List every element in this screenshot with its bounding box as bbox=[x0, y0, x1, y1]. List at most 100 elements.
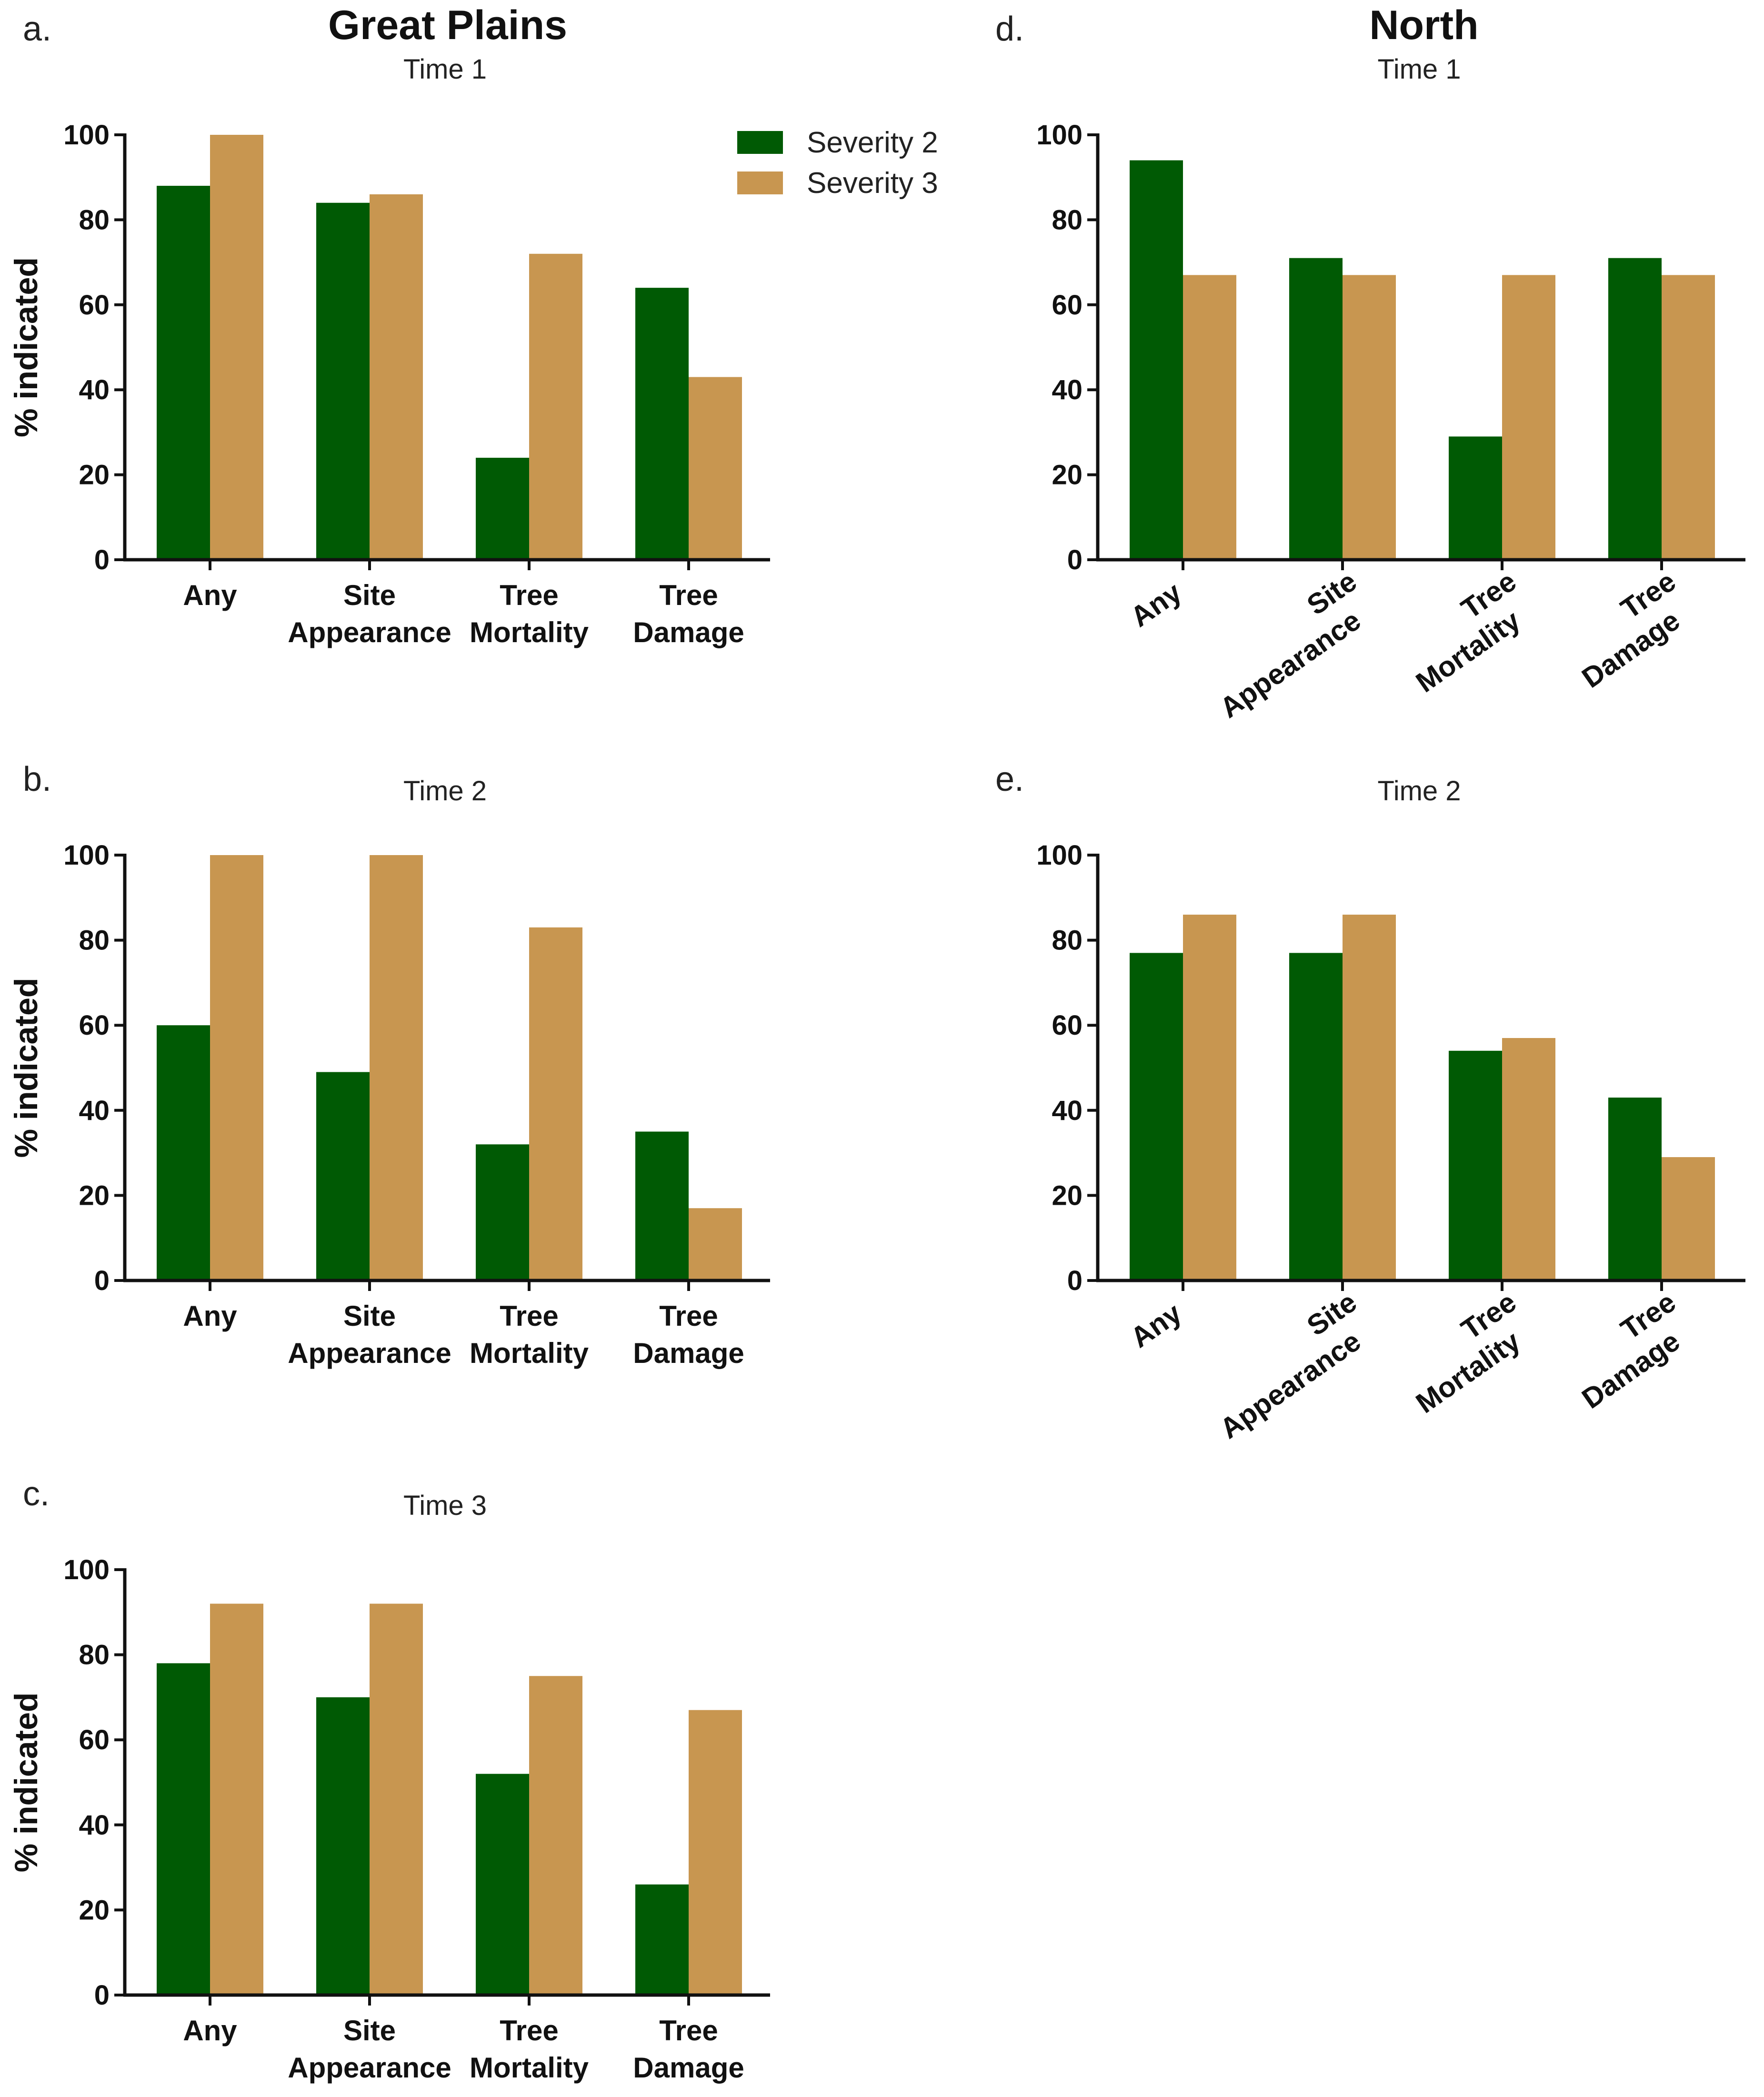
bar-e-severity-3-1 bbox=[1343, 915, 1396, 1280]
x-tick-label-e-2: TreeMortality bbox=[1391, 1286, 1542, 1419]
chart-title-a: Time 1 bbox=[403, 54, 487, 85]
y-tick-label-a-60: 60 bbox=[79, 290, 110, 321]
y-tick-label-c-80: 80 bbox=[79, 1640, 110, 1671]
bar-a-severity-3-1 bbox=[370, 194, 423, 560]
chart-title-c: Time 3 bbox=[403, 1490, 487, 1521]
chart-panel-c: c. Time 3 % indicated 0 20 40 60 80 100 Any Site Ap… bbox=[8, 1475, 770, 2084]
x-tick-label-d-0: Any bbox=[1125, 576, 1188, 633]
bar-c-severity-2-1 bbox=[316, 1697, 370, 1995]
x-tick-label-b-2: Tree Mortality bbox=[470, 1300, 589, 1369]
bar-d-severity-3-3 bbox=[1662, 275, 1715, 560]
panel-letter-a: a. bbox=[23, 10, 51, 48]
x-tick-label-b-3: Tree Damage bbox=[633, 1300, 744, 1369]
y-tick-label-a-100: 100 bbox=[63, 120, 110, 151]
legend-label-severity-2: Severity 2 bbox=[807, 126, 938, 159]
bar-a-severity-3-0 bbox=[210, 135, 263, 560]
x-tick-label-c-0: Any bbox=[183, 2015, 237, 2047]
y-axis-label-e: % indicated bbox=[8, 978, 44, 1158]
y-tick-label-b-40: 40 bbox=[79, 1095, 110, 1126]
y-tick-label-d-20: 20 bbox=[1052, 460, 1082, 491]
bar-a-severity-2-3 bbox=[635, 288, 689, 560]
y-tick-label-a-80: 80 bbox=[79, 204, 110, 235]
north-title: North bbox=[1369, 2, 1478, 48]
x-tick-label-c-1: Site Appearance bbox=[288, 2015, 451, 2084]
x-tick-label-e-0: Any bbox=[1125, 1297, 1188, 1354]
panel-letter-b: b. bbox=[23, 760, 51, 798]
bar-a-severity-3-3 bbox=[689, 377, 742, 560]
y-tick-label-d-100: 100 bbox=[1036, 120, 1082, 151]
x-tick-label-a-3: Tree Damage bbox=[633, 579, 744, 648]
chart-panel-b: b. Time 2 % indicated 0 20 40 60 80 100 Any Site Ap… bbox=[8, 760, 770, 1369]
bar-b-severity-3-3 bbox=[689, 1208, 742, 1280]
bar-c-severity-2-2 bbox=[476, 1774, 529, 1995]
x-tick-label-c-2: Tree Mortality bbox=[470, 2015, 589, 2084]
bar-e-severity-2-0 bbox=[1130, 953, 1183, 1280]
bar-a-severity-2-0 bbox=[157, 186, 210, 560]
y-tick-label-e-0: 0 bbox=[1067, 1265, 1082, 1296]
chart-title-e: Time 2 bbox=[1377, 776, 1461, 807]
legend: Severity 2 Severity 3 bbox=[737, 126, 938, 200]
bar-d-severity-2-1 bbox=[1289, 258, 1343, 560]
x-tick-label-a-2: Tree Mortality bbox=[470, 579, 589, 648]
y-tick-label-c-20: 20 bbox=[79, 1895, 110, 1926]
y-tick-label-c-0: 0 bbox=[94, 1980, 110, 2011]
bar-e-severity-3-2 bbox=[1502, 1038, 1555, 1280]
bar-b-severity-2-3 bbox=[635, 1131, 689, 1280]
y-tick-label-d-40: 40 bbox=[1052, 374, 1082, 405]
chart-title-b: Time 2 bbox=[403, 776, 487, 807]
x-tick-label-b-0: Any bbox=[183, 1300, 237, 1332]
y-axis-label-b: % indicated bbox=[8, 978, 44, 1158]
y-tick-label-e-20: 20 bbox=[1052, 1180, 1082, 1211]
x-tick-label-a-1: Site Appearance bbox=[288, 579, 451, 648]
y-tick-label-b-0: 0 bbox=[94, 1265, 110, 1296]
bar-e-severity-2-1 bbox=[1289, 953, 1343, 1280]
bar-d-severity-3-1 bbox=[1343, 275, 1396, 560]
bar-d-severity-2-3 bbox=[1608, 258, 1662, 560]
x-tick-label-a-0: Any bbox=[183, 579, 237, 611]
bar-b-severity-3-0 bbox=[210, 855, 263, 1280]
bar-a-severity-2-2 bbox=[476, 457, 529, 560]
panel-letter-d: d. bbox=[995, 10, 1024, 48]
y-tick-label-b-80: 80 bbox=[79, 925, 110, 956]
bar-b-severity-2-0 bbox=[157, 1025, 210, 1280]
y-tick-label-b-20: 20 bbox=[79, 1180, 110, 1211]
y-tick-label-e-100: 100 bbox=[1036, 840, 1082, 871]
legend-label-severity-3: Severity 3 bbox=[807, 167, 938, 200]
y-tick-label-d-60: 60 bbox=[1052, 290, 1082, 321]
legend-swatch-severity-3 bbox=[737, 171, 783, 194]
x-tick-label-d-3: TreeDamage bbox=[1556, 565, 1701, 694]
x-tick-label-e-3: TreeDamage bbox=[1556, 1286, 1701, 1415]
panel-letter-e: e. bbox=[995, 760, 1024, 798]
bar-c-severity-2-3 bbox=[635, 1884, 689, 1995]
bar-d-severity-3-0 bbox=[1183, 275, 1236, 560]
x-tick-label-c-3: Tree Damage bbox=[633, 2015, 744, 2084]
bar-e-severity-3-3 bbox=[1662, 1157, 1715, 1280]
bar-c-severity-2-0 bbox=[157, 1663, 210, 1995]
panel-letter-c: c. bbox=[23, 1475, 50, 1513]
y-tick-label-c-60: 60 bbox=[79, 1724, 110, 1755]
bar-e-severity-2-3 bbox=[1608, 1098, 1662, 1280]
bar-c-severity-3-1 bbox=[370, 1603, 423, 1995]
y-tick-label-d-0: 0 bbox=[1067, 544, 1082, 575]
bar-d-severity-2-0 bbox=[1130, 160, 1183, 560]
bar-c-severity-3-2 bbox=[529, 1676, 582, 1995]
bar-b-severity-2-1 bbox=[316, 1072, 370, 1280]
y-tick-label-a-40: 40 bbox=[79, 374, 110, 405]
y-tick-label-c-40: 40 bbox=[79, 1810, 110, 1841]
legend-swatch-severity-2 bbox=[737, 131, 783, 154]
y-tick-label-a-0: 0 bbox=[94, 544, 110, 575]
bar-a-severity-3-2 bbox=[529, 253, 582, 560]
y-tick-label-e-80: 80 bbox=[1052, 925, 1082, 956]
bar-c-severity-3-3 bbox=[689, 1710, 742, 1995]
bar-a-severity-2-1 bbox=[316, 202, 370, 560]
y-axis-label-a: % indicated bbox=[8, 257, 44, 437]
chart-title-d: Time 1 bbox=[1377, 54, 1461, 85]
y-tick-label-a-20: 20 bbox=[79, 460, 110, 491]
x-tick-label-b-1: Site Appearance bbox=[288, 1300, 451, 1369]
bar-b-severity-2-2 bbox=[476, 1144, 529, 1280]
bar-d-severity-2-2 bbox=[1449, 436, 1502, 560]
x-tick-label-d-1: SiteAppearance bbox=[1194, 565, 1382, 724]
